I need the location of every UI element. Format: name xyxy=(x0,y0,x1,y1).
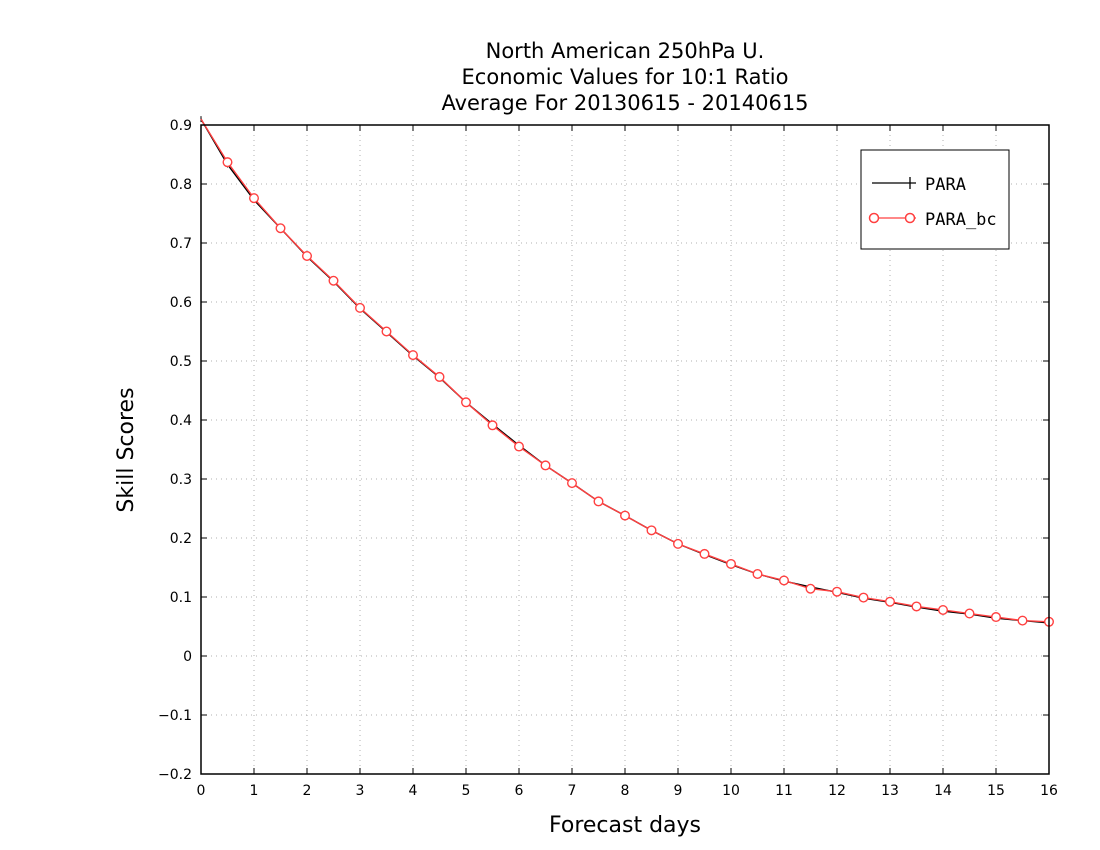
chart-title-line-2: Economic Values for 10:1 Ratio xyxy=(462,65,789,89)
ticks xyxy=(200,124,1050,775)
data-point-1-24 xyxy=(832,586,843,597)
x-axis-label: Forecast days xyxy=(549,813,701,838)
y-tick-label-5: 0.3 xyxy=(170,472,192,488)
y-tick-label-1: −0.1 xyxy=(158,708,192,724)
data-point-1-12 xyxy=(514,441,525,452)
data-point-1-19 xyxy=(699,548,710,559)
data-point-1-26 xyxy=(885,596,896,607)
y-tick-label-0: −0.2 xyxy=(158,767,192,783)
y-tick-label-4: 0.2 xyxy=(170,531,192,547)
data-point-1-15 xyxy=(593,496,604,507)
legend-item-para: PARA xyxy=(872,175,966,195)
data-point-1-28 xyxy=(938,604,949,615)
y-tick-label-10: 0.8 xyxy=(170,177,192,193)
x-tick-label-8: 8 xyxy=(621,783,630,799)
data-point-1-1 xyxy=(222,157,233,168)
data-point-1-11 xyxy=(487,420,498,431)
data-point-1-7 xyxy=(381,326,392,337)
chart-title-line-1: North American 250hPa U. xyxy=(486,39,765,63)
x-tick-label-6: 6 xyxy=(515,783,524,799)
data-point-1-25 xyxy=(858,592,869,603)
x-tick-label-10: 10 xyxy=(722,783,740,799)
legend-box xyxy=(860,149,1010,250)
x-tick-label-5: 5 xyxy=(462,783,471,799)
data-point-1-9 xyxy=(434,371,445,382)
data-point-1-6 xyxy=(355,302,366,313)
series-para-bc xyxy=(200,118,1054,627)
legend-item-para-bc: PARA_bc xyxy=(868,210,997,230)
y-axis-label: Skill Scores xyxy=(114,387,139,512)
data-point-1-29 xyxy=(964,608,975,619)
x-tick-label-2: 2 xyxy=(303,783,312,799)
x-tick-label-11: 11 xyxy=(775,783,793,799)
data-point-1-2 xyxy=(248,193,259,204)
data-point-1-17 xyxy=(646,525,657,536)
plot-series xyxy=(200,116,1054,627)
data-point-1-8 xyxy=(408,350,419,361)
legend-marker-para-bc-right xyxy=(904,212,916,224)
x-tick-label-0: 0 xyxy=(197,783,206,799)
y-tick-label-11: 0.9 xyxy=(170,118,192,134)
data-point-1-20 xyxy=(726,558,737,569)
data-point-1-23 xyxy=(805,583,816,594)
legend: PARA PARA_bc xyxy=(860,149,1010,250)
y-tick-label-7: 0.5 xyxy=(170,354,192,370)
data-point-1-16 xyxy=(620,510,631,521)
data-point-1-21 xyxy=(752,568,763,579)
data-point-1-30 xyxy=(991,612,1002,623)
x-tick-label-15: 15 xyxy=(987,783,1005,799)
data-point-1-13 xyxy=(540,460,551,471)
data-point-1-18 xyxy=(673,538,684,549)
legend-marker-para-bc-left xyxy=(868,212,880,224)
y-tick-label-6: 0.4 xyxy=(170,413,192,429)
x-tick-label-7: 7 xyxy=(568,783,577,799)
x-tick-label-14: 14 xyxy=(934,783,952,799)
grid xyxy=(201,125,1049,774)
data-point-1-5 xyxy=(328,275,339,286)
data-point-1-22 xyxy=(779,575,790,586)
x-tick-label-4: 4 xyxy=(409,783,418,799)
data-point-1-3 xyxy=(275,223,286,234)
y-tick-label-2: 0 xyxy=(183,649,192,665)
data-point-1-4 xyxy=(302,250,313,261)
y-tick-label-8: 0.6 xyxy=(170,295,192,311)
x-tick-label-3: 3 xyxy=(356,783,365,799)
chart-title-line-3: Average For 20130615 - 20140615 xyxy=(441,91,808,115)
legend-label-para: PARA xyxy=(925,175,966,195)
x-tick-label-9: 9 xyxy=(674,783,683,799)
y-tick-label-9: 0.7 xyxy=(170,236,192,252)
y-tick-label-3: 0.1 xyxy=(170,590,192,606)
x-tick-label-1: 1 xyxy=(250,783,259,799)
tick-labels: 0 1 2 3 4 5 6 7 8 9 10 11 12 13 14 15 16−0.2−0.100.10.20… xyxy=(158,118,1058,799)
x-tick-label-12: 12 xyxy=(828,783,846,799)
x-tick-label-16: 16 xyxy=(1040,783,1058,799)
legend-label-para-bc: PARA_bc xyxy=(925,210,997,230)
x-tick-label-13: 13 xyxy=(881,783,899,799)
data-point-1-10 xyxy=(461,397,472,408)
data-point-1-14 xyxy=(567,478,578,489)
data-point-1-31 xyxy=(1017,615,1028,626)
data-point-1-27 xyxy=(911,601,922,612)
